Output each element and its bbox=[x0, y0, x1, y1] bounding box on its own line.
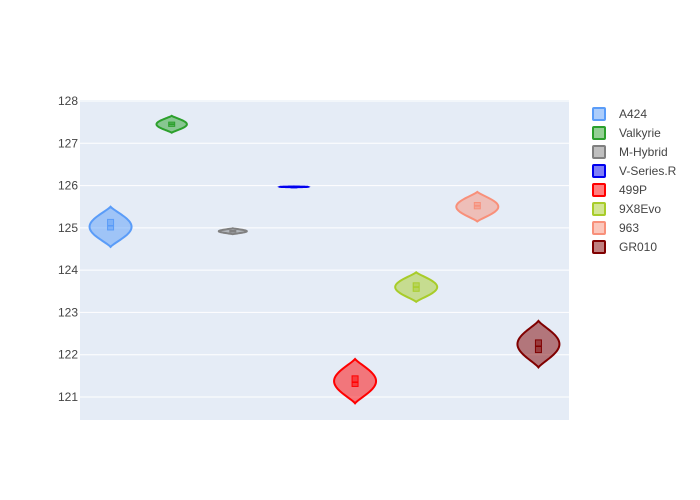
violin-box bbox=[107, 218, 115, 231]
grid-lines bbox=[80, 100, 569, 398]
legend-label: 9X8Evo bbox=[619, 202, 661, 216]
violin-box bbox=[351, 375, 359, 387]
violin-GR010[interactable] bbox=[516, 319, 561, 369]
violin-A424[interactable] bbox=[88, 205, 133, 249]
y-tick-label: 122 bbox=[58, 348, 78, 362]
y-tick-label: 128 bbox=[58, 94, 78, 108]
y-tick-label: 125 bbox=[58, 221, 78, 235]
legend-label: 499P bbox=[619, 183, 647, 197]
plot-area bbox=[80, 100, 569, 420]
legend-label: M-Hybrid bbox=[619, 145, 668, 159]
violins bbox=[88, 114, 561, 405]
y-tick-label: 123 bbox=[58, 305, 78, 319]
legend-label: 963 bbox=[619, 221, 639, 235]
y-tick-label: 121 bbox=[58, 390, 78, 404]
legend-label: Valkyrie bbox=[619, 126, 661, 140]
violin-9X8Evo[interactable] bbox=[394, 271, 439, 304]
y-axis-ticks: 121 122 123 124 125 126 127 128 bbox=[58, 94, 78, 404]
legend-swatch bbox=[592, 221, 606, 235]
legend-item-963[interactable]: 963 bbox=[592, 221, 639, 235]
legend-item-499P[interactable]: 499P bbox=[592, 183, 647, 197]
legend-swatch bbox=[592, 164, 606, 178]
legend[interactable]: A424 Valkyrie M-Hybrid V-Series.R 499P 9X8Evo… bbox=[592, 107, 677, 254]
violin-499P[interactable] bbox=[333, 357, 378, 405]
violin-963[interactable] bbox=[455, 190, 500, 223]
legend-swatch bbox=[592, 183, 606, 197]
legend-swatch bbox=[592, 126, 606, 140]
legend-item-GR010[interactable]: GR010 bbox=[592, 240, 657, 254]
legend-swatch bbox=[592, 240, 606, 254]
legend-item-9X8Evo[interactable]: 9X8Evo bbox=[592, 202, 661, 216]
legend-label: A424 bbox=[619, 107, 647, 121]
legend-swatch bbox=[592, 202, 606, 216]
violin-M-Hybrid[interactable] bbox=[217, 227, 248, 236]
legend-item-Valkyrie[interactable]: Valkyrie bbox=[592, 126, 661, 140]
violin-Valkyrie[interactable] bbox=[155, 114, 188, 134]
y-tick-label: 126 bbox=[58, 179, 78, 193]
legend-label: V-Series.R bbox=[619, 164, 677, 178]
y-tick-label: 127 bbox=[58, 136, 78, 150]
y-tick-label: 124 bbox=[58, 263, 78, 277]
legend-swatch bbox=[592, 107, 606, 121]
violin-V-Series.R[interactable] bbox=[277, 185, 311, 189]
legend-label: GR010 bbox=[619, 240, 657, 254]
legend-item-A424[interactable]: A424 bbox=[592, 107, 647, 121]
legend-item-V-Series.R[interactable]: V-Series.R bbox=[592, 164, 677, 178]
legend-swatch bbox=[592, 145, 606, 159]
legend-item-M-Hybrid[interactable]: M-Hybrid bbox=[592, 145, 668, 159]
